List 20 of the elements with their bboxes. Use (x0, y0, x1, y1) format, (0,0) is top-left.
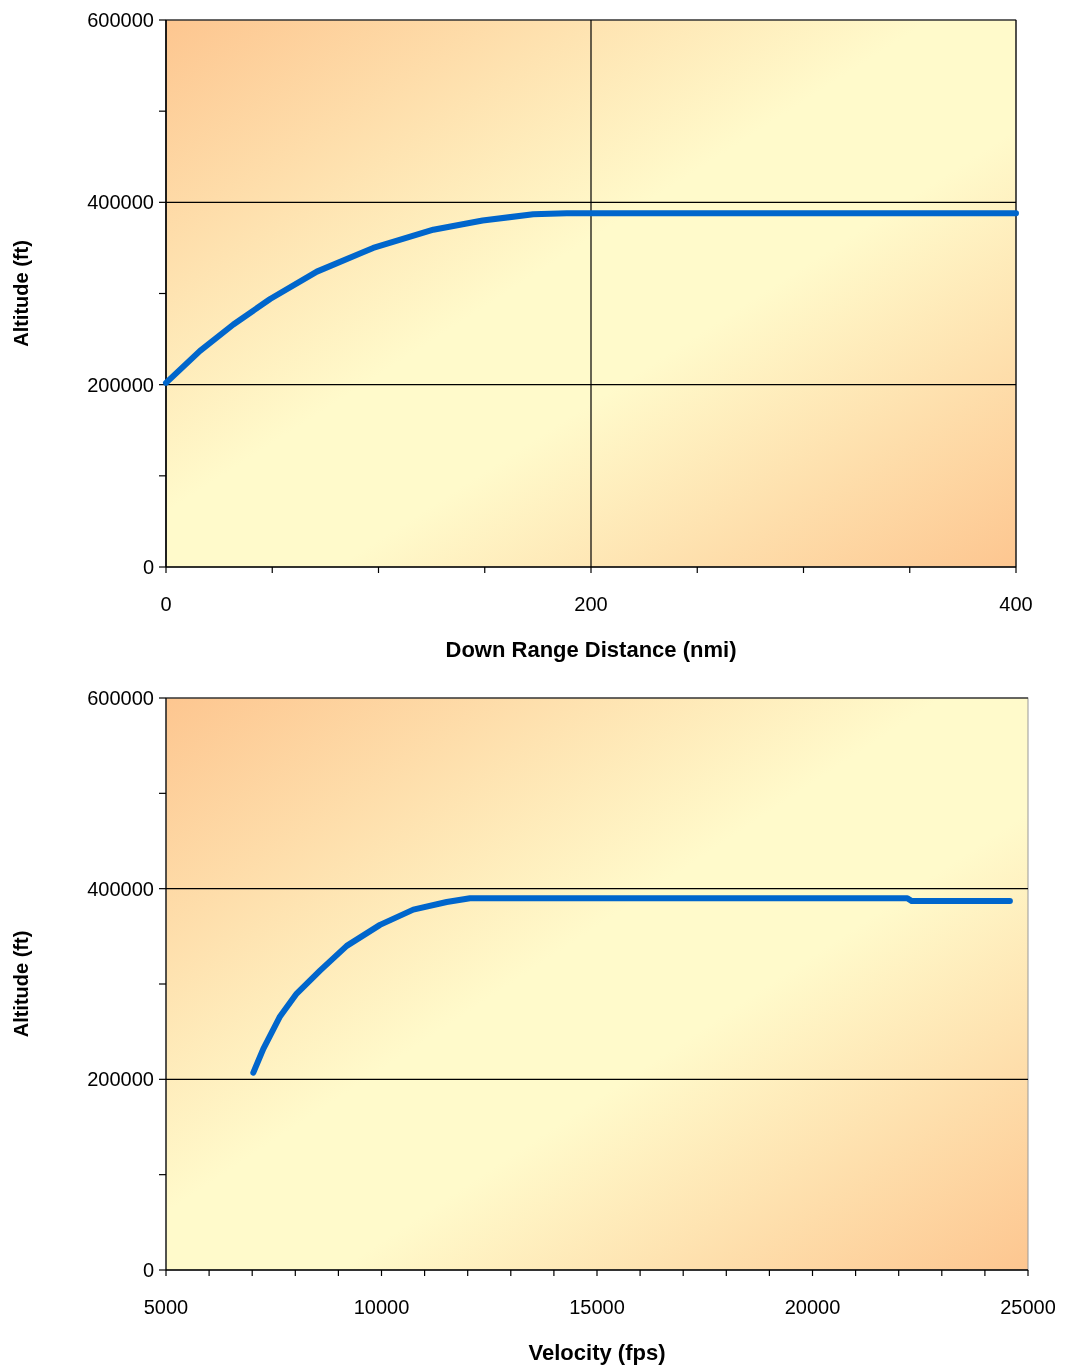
x-tick-label: 25000 (1000, 1296, 1056, 1318)
y-tick-label: 200000 (87, 1068, 154, 1091)
y-tick-label: 600000 (87, 9, 154, 31)
x-axis-title: Velocity (fps) (528, 1340, 666, 1365)
x-tick-label: 15000 (569, 1296, 625, 1318)
x-tick-label: 10000 (353, 1296, 410, 1318)
y-tick-label: 400000 (87, 191, 154, 214)
y-tick-label: 600000 (87, 687, 154, 709)
y-tick-label: 200000 (87, 373, 154, 396)
y-axis-title: Altitude (ft) (10, 930, 32, 1038)
x-tick-label: 0 (160, 593, 172, 615)
y-tick-label: 0 (142, 1259, 154, 1281)
x-tick-label: 20000 (784, 1296, 841, 1318)
y-tick-label: 0 (142, 556, 154, 578)
x-tick-label: 5000 (143, 1296, 189, 1318)
y-tick-label: 400000 (87, 877, 154, 900)
x-tick-label: 400 (999, 593, 1033, 615)
x-axis-title: Down Range Distance (nmi) (445, 637, 737, 662)
y-axis-title: Altitude (ft) (10, 240, 32, 347)
x-tick-label: 200 (574, 593, 608, 615)
